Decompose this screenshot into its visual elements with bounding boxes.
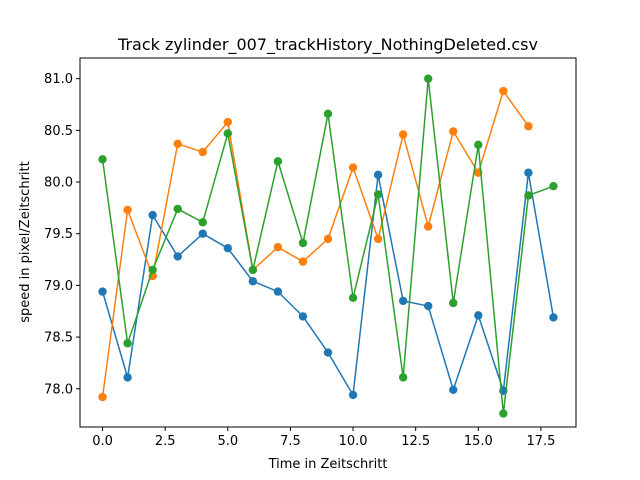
y-tick-label: 79.0 bbox=[44, 279, 73, 294]
y-tick-label: 78.5 bbox=[44, 331, 73, 346]
series-3-point bbox=[123, 339, 132, 348]
x-tick-label: 10.0 bbox=[339, 434, 368, 449]
series-1-point bbox=[549, 313, 558, 322]
series-2-point bbox=[198, 147, 207, 157]
series-2-point bbox=[348, 163, 358, 172]
series-3-point bbox=[98, 155, 107, 164]
series-2-point bbox=[449, 127, 458, 136]
series-1-point bbox=[148, 210, 157, 220]
series-3-point bbox=[248, 265, 258, 275]
series-3-point bbox=[323, 109, 333, 119]
series-2-line bbox=[101, 90, 530, 398]
series-3-point bbox=[549, 181, 558, 191]
series-3-point bbox=[373, 190, 383, 199]
series-1-point bbox=[173, 252, 182, 261]
series-3-point bbox=[223, 129, 232, 138]
series-2-point bbox=[524, 122, 533, 131]
series-1-point bbox=[298, 312, 308, 321]
series-2-point bbox=[298, 257, 308, 266]
series-3-point bbox=[524, 191, 533, 200]
series-3-point bbox=[298, 238, 308, 248]
series-2-point bbox=[123, 205, 132, 215]
y-tick-label: 80.5 bbox=[44, 124, 73, 139]
plot-area bbox=[98, 74, 558, 418]
series-3-point bbox=[424, 74, 433, 83]
series-1-point bbox=[273, 287, 283, 296]
series-1-point bbox=[198, 229, 207, 238]
y-axis: 78.0 78.5 79.0 79.5 80.0 80.5 81.0 bbox=[44, 72, 80, 397]
series-2-point bbox=[323, 234, 333, 244]
series-3-point bbox=[499, 409, 508, 418]
series-2-point bbox=[98, 392, 107, 402]
y-tick-label: 78.0 bbox=[44, 382, 73, 397]
series-1-point bbox=[223, 243, 232, 253]
y-tick-label: 80.0 bbox=[44, 176, 73, 191]
series-3-point bbox=[148, 265, 157, 275]
x-tick-label: 7.5 bbox=[280, 434, 301, 449]
series-2-point bbox=[373, 234, 383, 244]
y-tick-label: 79.5 bbox=[44, 227, 73, 242]
series-3 bbox=[98, 74, 558, 418]
y-axis-label: speed in pixel/Zeitschritt bbox=[18, 161, 33, 322]
series-1-point bbox=[398, 296, 408, 306]
x-tick-label: 5.0 bbox=[217, 434, 238, 449]
series-3-point bbox=[398, 373, 408, 382]
series-1-point bbox=[524, 168, 533, 177]
series-3-point bbox=[198, 218, 207, 227]
series-1-point bbox=[373, 170, 383, 179]
x-tick-label: 15.0 bbox=[464, 434, 493, 449]
axes-frame bbox=[79, 57, 577, 428]
series-2-point bbox=[499, 86, 508, 96]
series-1-point bbox=[98, 287, 107, 296]
series-3-point bbox=[449, 298, 458, 308]
series-3-point bbox=[348, 293, 358, 302]
series-3-point bbox=[173, 204, 182, 214]
series-1 bbox=[98, 168, 558, 400]
series-1-point bbox=[449, 385, 458, 394]
x-tick-label: 17.5 bbox=[526, 434, 555, 449]
series-2-point bbox=[424, 222, 433, 231]
series-1-point bbox=[123, 373, 132, 382]
series-1-point bbox=[424, 301, 433, 311]
series-1-point bbox=[348, 390, 358, 400]
series-1-point bbox=[474, 311, 483, 320]
chart-title: Track zylinder_007_trackHistory_NothingD… bbox=[117, 35, 538, 55]
x-tick-label: 2.5 bbox=[155, 434, 176, 449]
series-2-point bbox=[173, 139, 182, 148]
x-axis: 0.0 2.5 5.0 7.5 10.0 12.5 15.0 17.5 bbox=[92, 427, 555, 449]
series-3-point bbox=[474, 140, 483, 150]
series-2-point bbox=[398, 130, 408, 139]
x-axis-label: Time in Zeitschritt bbox=[268, 457, 388, 472]
series-3-point bbox=[273, 157, 283, 166]
series-1-point bbox=[248, 277, 258, 286]
x-tick-label: 12.5 bbox=[401, 434, 430, 449]
series-1-point bbox=[323, 348, 333, 357]
x-tick-label: 0.0 bbox=[92, 434, 113, 449]
series-2-point bbox=[273, 242, 283, 252]
y-tick-label: 81.0 bbox=[44, 72, 73, 87]
series-2-point bbox=[223, 117, 232, 127]
